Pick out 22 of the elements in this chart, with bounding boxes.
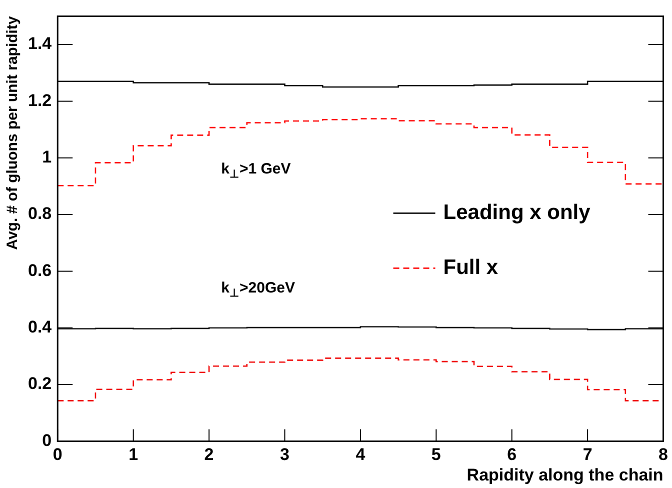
x-tick-label: 2 (204, 445, 214, 464)
y-tick-label: 0 (42, 430, 52, 450)
x-axis-title: Rapidity along the chain (466, 465, 664, 484)
annotation: k⊥>20GeV (221, 279, 295, 300)
x-tick-label: 5 (431, 445, 441, 464)
y-tick-label: 0.2 (28, 374, 52, 394)
y-tick-label: 1.2 (28, 90, 52, 110)
x-tick-label: 4 (356, 445, 366, 464)
y-tick-label: 0.6 (28, 260, 52, 280)
x-tick-label: 8 (658, 445, 668, 464)
y-axis-title: Avg. # of gluons per unit rapidity (4, 16, 22, 250)
y-tick-label: 0.8 (28, 204, 52, 224)
y-tick-label: 1.4 (28, 34, 52, 54)
x-tick-label: 3 (280, 445, 290, 464)
y-tick-label: 1 (42, 148, 52, 167)
annotation: k⊥>1 GeV (221, 160, 291, 180)
y-tick-label: 0.4 (28, 318, 52, 337)
x-tick-label: 1 (128, 445, 138, 464)
legend-label: Leading x only (443, 200, 591, 224)
x-tick-label: 7 (582, 445, 592, 464)
legend-label: Full x (443, 256, 498, 279)
x-tick-label: 6 (507, 445, 517, 464)
